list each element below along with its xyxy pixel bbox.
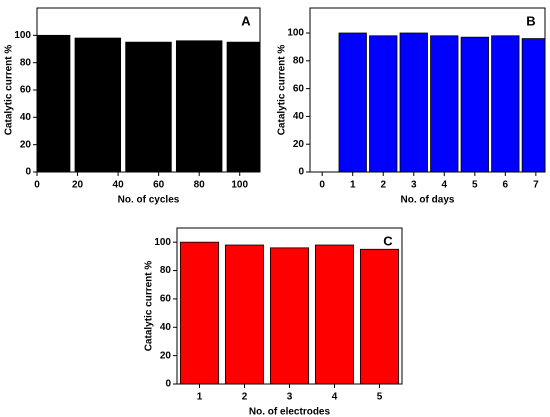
y-tick-label: 0	[165, 379, 171, 390]
x-tick-label: 60	[153, 180, 165, 191]
x-tick-label: 5	[377, 392, 383, 403]
x-tick-label: 4	[332, 392, 338, 403]
y-tick-label: 80	[160, 265, 172, 276]
x-tick-label: 1	[197, 392, 203, 403]
bar	[314, 244, 355, 385]
y-tick-label: 100	[287, 28, 304, 39]
x-tick-label: 3	[411, 180, 417, 191]
y-tick-label: 60	[160, 294, 172, 305]
y-tick-label: 80	[20, 57, 32, 68]
y-tick-label: 40	[20, 112, 32, 123]
bar	[175, 40, 223, 173]
bar	[74, 37, 122, 173]
bar	[491, 35, 520, 173]
y-tick-label: 0	[25, 167, 31, 178]
plot-frame	[36, 7, 261, 173]
panel-label: A	[241, 13, 251, 28]
y-tick-label: 100	[14, 30, 31, 41]
bar	[430, 35, 459, 173]
x-tick-label: 4	[442, 180, 448, 191]
bar	[338, 32, 367, 173]
x-tick-label: 2	[242, 392, 248, 403]
x-tick-label: 7	[533, 180, 539, 191]
x-tick-label: 0	[319, 180, 325, 191]
x-axis-label: No. of cycles	[118, 195, 180, 206]
y-tick-label: 0	[298, 167, 304, 178]
bar	[399, 32, 428, 173]
y-tick-label: 20	[160, 350, 172, 361]
x-axis-label: No. of electrodes	[249, 407, 331, 417]
x-axis-label: No. of days	[401, 195, 455, 206]
x-tick-label: 1	[350, 180, 356, 191]
bar	[36, 34, 71, 173]
x-tick-label: 40	[113, 180, 125, 191]
panel-label: B	[526, 13, 535, 28]
x-tick-label: 5	[472, 180, 478, 191]
bar	[359, 248, 400, 385]
bar	[269, 247, 310, 385]
bar	[125, 41, 172, 173]
plot-frame	[176, 227, 403, 385]
bar	[369, 35, 398, 173]
y-tick-label: 20	[293, 139, 305, 150]
y-axis-label: Catalytic current %	[277, 45, 288, 136]
bar	[521, 38, 546, 173]
bar	[226, 41, 261, 173]
y-tick-label: 40	[293, 111, 305, 122]
x-tick-label: 2	[380, 180, 386, 191]
y-tick-label: 60	[20, 85, 32, 96]
x-tick-label: 0	[34, 180, 40, 191]
y-tick-label: 20	[20, 139, 32, 150]
x-tick-label: 100	[231, 180, 248, 191]
y-tick-label: 80	[293, 55, 305, 66]
x-tick-label: 20	[72, 180, 84, 191]
y-tick-label: 40	[160, 322, 172, 333]
bar	[460, 36, 489, 173]
bar	[179, 241, 220, 385]
bar	[224, 244, 265, 385]
x-tick-label: 6	[503, 180, 509, 191]
x-tick-label: 3	[287, 392, 293, 403]
y-axis-label: Catalytic current %	[144, 261, 155, 352]
y-tick-label: 100	[154, 237, 171, 248]
y-axis-label: Catalytic current %	[4, 45, 15, 136]
plot-frame	[309, 7, 546, 173]
x-tick-label: 80	[194, 180, 206, 191]
y-tick-label: 60	[293, 83, 305, 94]
panel-label: C	[383, 233, 393, 248]
